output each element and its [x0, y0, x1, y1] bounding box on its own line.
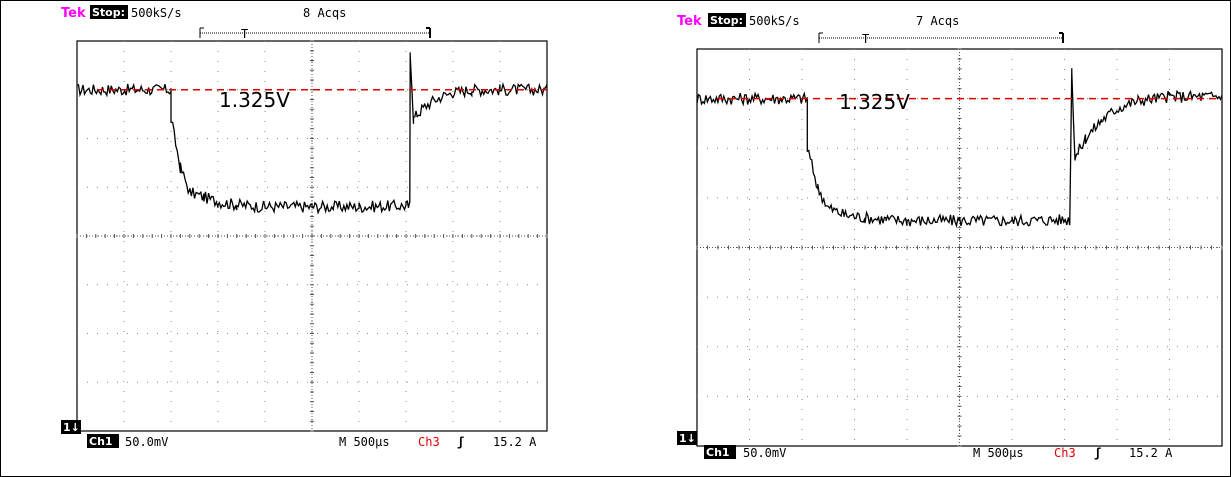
record-indicator — [199, 27, 431, 38]
trace-path — [76, 52, 548, 215]
timebase: M 500µs — [339, 435, 390, 449]
volts-per-division: 50.0mV — [743, 446, 786, 460]
grid — [76, 40, 548, 432]
channel-marker: 1↓ — [61, 420, 81, 434]
brand-label: Tek — [677, 14, 702, 29]
timebase: M 500µs — [973, 446, 1024, 460]
scope-screen-right: Tek Stop: 500kS/s 7 Acqs T 1.325V 1↓ — [677, 13, 1223, 460]
trigger-channel: Ch3 — [1054, 446, 1076, 460]
volts-per-division: 50.0mV — [125, 435, 168, 449]
scope-screen-left: Tek Stop: 500kS/s 8 Acqs T 1.325V 1↓ — [61, 5, 548, 449]
svg-text:1↓: 1↓ — [63, 421, 80, 434]
sample-rate: 500kS/s — [131, 6, 182, 20]
svg-text:1↓: 1↓ — [679, 432, 696, 445]
svg-text:Ch1: Ch1 — [706, 446, 730, 459]
status-badge: Stop: — [708, 13, 746, 27]
status-label: Stop: — [92, 6, 125, 19]
trigger-position-marker: T — [241, 27, 248, 41]
acquisition-count: 7 Acqs — [916, 14, 959, 28]
trigger-slope-icon: ʃ — [457, 435, 464, 449]
trigger-level: 15.2 A — [493, 435, 537, 449]
reference-voltage-label: 1.325V — [219, 88, 290, 112]
trace-path — [696, 68, 1223, 229]
record-indicator — [818, 32, 1064, 43]
status-label: Stop: — [710, 14, 743, 27]
oscilloscope-panel-left: Tek Stop: 500kS/s 8 Acqs T 1.325V 1↓ — [5, 1, 577, 471]
oscilloscope-panel-right: Tek Stop: 500kS/s 7 Acqs T 1.325V 1↓ — [651, 1, 1223, 471]
trigger-channel: Ch3 — [418, 435, 440, 449]
reference-voltage-label: 1.325V — [839, 90, 910, 114]
waveform-trace — [76, 52, 548, 215]
sample-rate: 500kS/s — [749, 14, 800, 28]
trigger-slope-icon: ʃ — [1094, 446, 1101, 460]
grid — [696, 48, 1223, 447]
trigger-position-marker: T — [862, 32, 869, 46]
channel-marker: 1↓ — [677, 431, 697, 445]
svg-text:Ch1: Ch1 — [89, 435, 113, 448]
acquisition-count: 8 Acqs — [303, 6, 346, 20]
channel-badge: Ch1 — [87, 434, 119, 448]
waveform-trace — [696, 68, 1223, 229]
channel-badge: Ch1 — [704, 445, 736, 459]
status-badge: Stop: — [90, 5, 128, 19]
brand-label: Tek — [61, 6, 86, 21]
trigger-level: 15.2 A — [1129, 446, 1173, 460]
